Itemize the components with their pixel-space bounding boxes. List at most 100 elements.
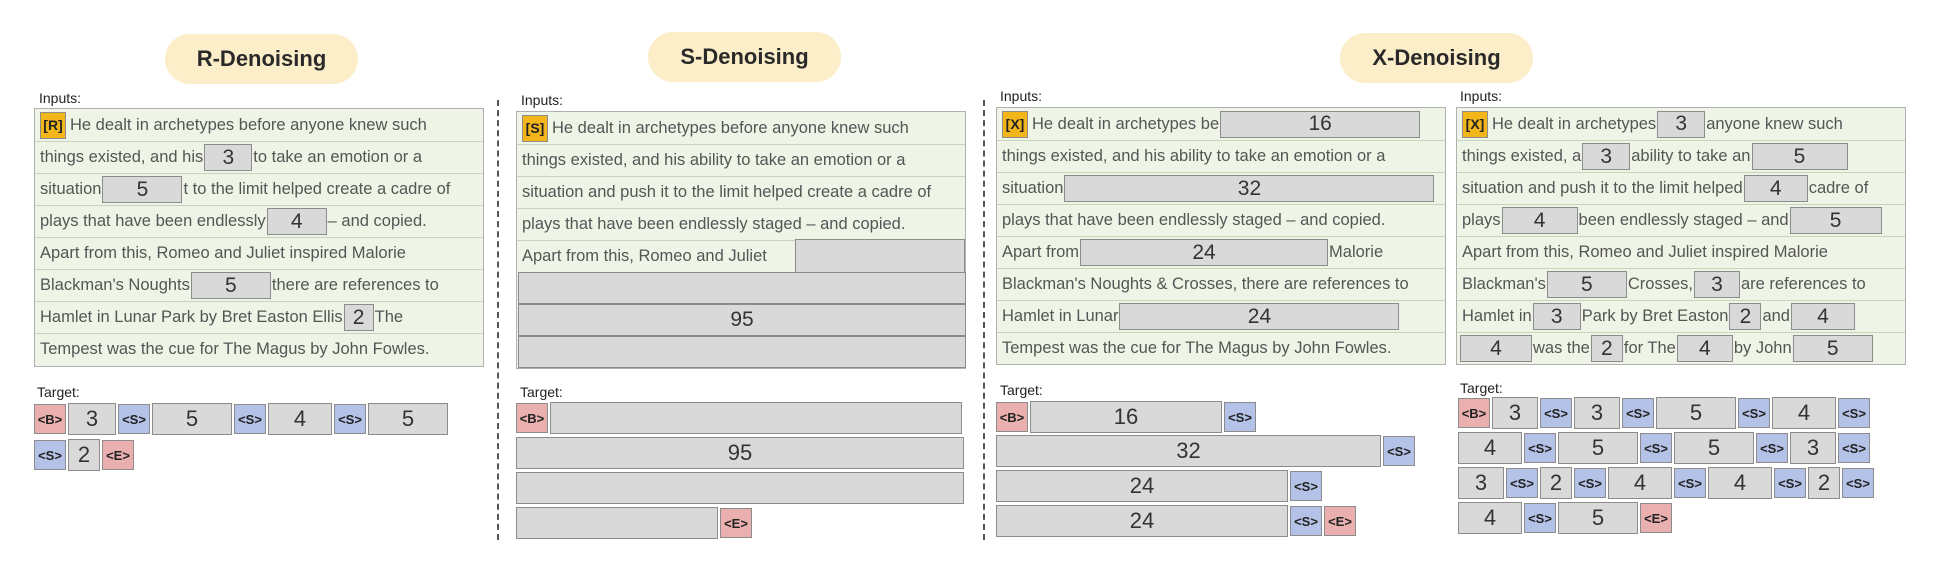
x2-line-1: [X] He dealt in archetypes 3 anyone knew… (1457, 108, 1905, 140)
sentinel-token: <S> (1383, 436, 1415, 466)
x1-target-span: 24 (996, 505, 1288, 537)
x2-input-panel: [X] He dealt in archetypes 3 anyone knew… (1456, 107, 1906, 365)
r-mask-span: 4 (266, 208, 327, 235)
sentinel-token: <S> (1838, 398, 1870, 428)
s-mask-block-c (518, 336, 966, 368)
x2-line-8: 4 was the 2 for The 4 by John 5 (1457, 332, 1905, 364)
x2-line-6: Blackman's 5 Crosses, 3 are references t… (1457, 268, 1905, 300)
x2-mask-span: 4 (1676, 335, 1733, 362)
r-text: Tempest was the cue for The Magus by Joh… (40, 340, 430, 358)
x1-line-6: Blackman's Noughts & Crosses, there are … (997, 268, 1445, 300)
r-target-label: Target: (37, 384, 80, 400)
s-text: plays that have been endlessly staged – … (522, 215, 906, 233)
r-text: The (374, 308, 404, 326)
begin-token: <B> (996, 402, 1028, 432)
r-input-panel: [R] He dealt in archetypes before anyone… (34, 108, 484, 367)
sentinel-token: <S> (1506, 468, 1538, 498)
x2-text: Crosses, (1627, 275, 1693, 293)
r-mask-span: 5 (190, 272, 271, 299)
x2-target-span: 4 (1708, 467, 1772, 499)
x1-mask-span: 32 (1064, 175, 1435, 202)
x2-text: anyone knew such (1706, 114, 1843, 133)
x1-line-1: [X] He dealt in archetypes be 16 (997, 108, 1445, 140)
r-target-span: 4 (268, 403, 332, 435)
x2-target-span: 5 (1558, 432, 1638, 464)
x2-text: ability to take an (1631, 147, 1751, 165)
x1-target-row-4: 24 <S> <E> (996, 505, 1358, 537)
s-line-2: things existed, and his ability to take … (517, 144, 965, 176)
x2-mask-span: 3 (1657, 110, 1706, 138)
x1-line-7: Hamlet in Lunar 24 (997, 300, 1445, 332)
s-mask-span: 95 (518, 304, 966, 336)
end-token: <E> (102, 440, 134, 470)
s-text: He dealt in archetypes before anyone kne… (552, 118, 909, 137)
x1-target-row-3: 24 <S> (996, 470, 1324, 502)
r-target-row-2: <S> 2 <E> (34, 439, 136, 471)
x2-text: situation and push it to the limit helpe… (1462, 179, 1743, 197)
r-line-5: Apart from this, Romeo and Juliet inspir… (35, 237, 483, 269)
s-mask-block-a (795, 239, 965, 273)
r-target-row-1: <B> 3 <S> 5 <S> 4 <S> 5 (34, 403, 450, 435)
r-denoising-title: R-Denoising (165, 34, 358, 84)
sentinel-token: <S> (1290, 471, 1322, 501)
x2-target-span: 3 (1458, 467, 1504, 499)
x2-mask-span: 4 (1501, 207, 1578, 234)
s-prefix-token: [S] (522, 114, 548, 142)
x2-text: plays (1462, 211, 1501, 229)
s-target-block-b (516, 472, 964, 504)
x2-line-7: Hamlet in 3 Park by Bret Easton 2 and 4 (1457, 300, 1905, 332)
r-line-3: situation 5 t to the limit helped create… (35, 173, 483, 205)
x2-target-span: 4 (1458, 502, 1522, 534)
x2-text: things existed, a (1462, 147, 1582, 165)
x2-target-span: 4 (1608, 467, 1672, 499)
x2-target-span: 2 (1540, 467, 1572, 499)
x2-target-span: 5 (1674, 432, 1754, 464)
r-text: – and copied. (327, 212, 427, 230)
r-text: plays that have been endlessly (40, 212, 266, 230)
x2-mask-span: 3 (1532, 303, 1581, 330)
x1-line-5: Apart from 24 Malorie (997, 236, 1445, 268)
x2-mask-span: 4 (1460, 335, 1532, 362)
sentinel-token: <S> (1842, 468, 1874, 498)
r-prefix-token: [R] (40, 111, 66, 139)
r-text: He dealt in archetypes before anyone kne… (70, 115, 427, 134)
x1-text: Hamlet in Lunar (1002, 307, 1119, 325)
x2-mask-span: 3 (1582, 143, 1631, 170)
r-text: t to the limit helped create a cadre of (183, 180, 451, 198)
s-mask-block-b (518, 272, 966, 304)
x1-text: He dealt in archetypes be (1032, 114, 1220, 133)
x1-line-4: plays that have been endlessly staged – … (997, 204, 1445, 236)
x2-target-span: 5 (1558, 502, 1638, 534)
x1-inputs-label: Inputs: (1000, 88, 1043, 104)
s-target-row-2: 95 (516, 437, 966, 469)
s-text: Apart from this, Romeo and Juliet (522, 247, 767, 265)
sentinel-token: <S> (1774, 468, 1806, 498)
x-prefix-token: [X] (1462, 110, 1488, 138)
x1-target-row-1: <B> 16 <S> (996, 401, 1258, 433)
sentinel-token: <S> (1224, 402, 1256, 432)
r-text: there are references to (271, 276, 439, 294)
begin-token: <B> (516, 403, 548, 433)
x1-text: Apart from (1002, 243, 1080, 261)
x1-target-label: Target: (1000, 382, 1043, 398)
x2-text: cadre of (1808, 179, 1869, 197)
sentinel-token: <S> (1640, 433, 1672, 463)
sentinel-token: <S> (1540, 398, 1572, 428)
x2-mask-span: 5 (1751, 143, 1848, 170)
s-text: things existed, and his ability to take … (522, 151, 906, 169)
x-denoising-title: X-Denoising (1340, 33, 1533, 83)
x2-target-span: 3 (1790, 432, 1836, 464)
x1-target-span: 24 (996, 470, 1288, 502)
sentinel-token: <S> (34, 440, 66, 470)
r-line-6: Blackman's Noughts 5 there are reference… (35, 269, 483, 301)
s-target-row-4: <E> (516, 507, 754, 539)
s-target-span: 95 (516, 437, 964, 469)
sentinel-token: <S> (334, 404, 366, 434)
x2-target-label: Target: (1460, 380, 1503, 396)
x2-line-3: situation and push it to the limit helpe… (1457, 172, 1905, 204)
r-target-span: 3 (68, 403, 116, 435)
r-text: Hamlet in Lunar Park by Bret Easton Elli… (40, 308, 343, 326)
x1-line-3: situation 32 (997, 172, 1445, 204)
x2-text: by John (1733, 339, 1792, 357)
end-token: <E> (1324, 506, 1356, 536)
